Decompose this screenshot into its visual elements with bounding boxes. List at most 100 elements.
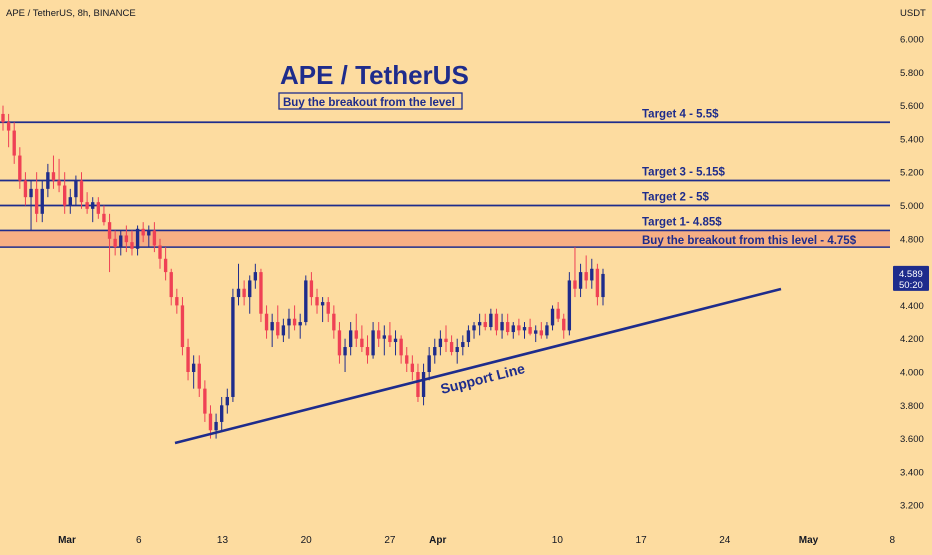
candle xyxy=(102,205,106,226)
candle xyxy=(332,305,336,339)
candle xyxy=(511,322,515,339)
candle xyxy=(399,335,403,364)
candle xyxy=(494,308,499,336)
candle-body xyxy=(113,238,117,248)
candle xyxy=(40,180,44,223)
candle xyxy=(505,313,510,336)
candle-body xyxy=(601,273,605,298)
candle xyxy=(135,225,140,256)
candle-body xyxy=(494,313,499,331)
subtitle-box xyxy=(278,92,463,110)
candle-body xyxy=(315,297,319,306)
candle-body xyxy=(348,330,353,348)
candle xyxy=(18,147,22,189)
candle-body xyxy=(427,355,431,372)
candle-body xyxy=(444,338,448,343)
candle xyxy=(315,288,319,314)
candle xyxy=(337,322,342,364)
candle-body xyxy=(214,421,218,431)
candle xyxy=(85,192,89,214)
candle xyxy=(500,313,504,339)
candle xyxy=(534,325,538,343)
candle-body xyxy=(163,258,168,273)
candle xyxy=(326,297,330,323)
chart-title: APE / TetherUS xyxy=(280,60,469,90)
candle-body xyxy=(236,288,241,298)
candle-body xyxy=(534,330,538,334)
candle-body xyxy=(489,313,493,328)
candle-body xyxy=(382,335,386,339)
candle xyxy=(169,268,173,306)
y-tick-label: 5.800 xyxy=(900,68,924,79)
candle-body xyxy=(461,342,465,348)
candle-body xyxy=(410,363,415,372)
candle xyxy=(197,355,201,397)
candle-body xyxy=(281,325,286,336)
candle-body xyxy=(477,322,482,326)
candle xyxy=(421,363,426,406)
candle xyxy=(320,297,325,323)
x-tick-label: 6 xyxy=(136,535,142,546)
candle xyxy=(6,113,11,148)
candle xyxy=(455,338,459,364)
candle xyxy=(550,305,555,331)
candle-body xyxy=(203,388,207,414)
candle xyxy=(298,313,302,339)
candle xyxy=(276,305,280,339)
target-1-label: Target 1- 4.85$ xyxy=(642,216,722,228)
candle xyxy=(214,413,218,439)
candle xyxy=(472,322,476,339)
candle xyxy=(477,313,482,336)
candle xyxy=(253,263,258,289)
candle-body xyxy=(68,197,72,206)
candle-body xyxy=(225,396,229,406)
candle-body xyxy=(433,347,437,356)
candle-body xyxy=(562,318,566,331)
candle xyxy=(304,275,308,326)
candle xyxy=(438,330,443,356)
currency-label: USDT xyxy=(900,8,926,19)
y-tick-label: 3.800 xyxy=(900,401,924,412)
y-tick-label: 4.000 xyxy=(900,368,924,379)
candle-body xyxy=(360,338,364,348)
candle xyxy=(483,313,487,331)
candle xyxy=(264,305,269,339)
candle xyxy=(410,355,415,381)
candle xyxy=(427,347,431,381)
candle-body xyxy=(522,327,527,331)
candle-body xyxy=(595,268,600,298)
candle xyxy=(489,308,493,331)
candle xyxy=(96,197,101,219)
candle-body xyxy=(242,288,246,298)
candle xyxy=(152,222,157,253)
candle-body xyxy=(74,180,78,198)
candle xyxy=(517,318,521,336)
candle-body xyxy=(102,213,106,223)
chart-header: APE / TetherUS, 8h, BINANCE xyxy=(6,8,136,19)
candle xyxy=(416,363,420,402)
candle xyxy=(225,388,229,414)
candle-body xyxy=(158,245,162,259)
candle-body xyxy=(371,330,375,356)
y-tick-label: 5.000 xyxy=(900,201,924,212)
candle-body xyxy=(107,222,112,239)
candle-body xyxy=(528,327,532,334)
candle-body xyxy=(208,413,213,431)
candle-body xyxy=(337,330,342,356)
candle xyxy=(147,225,151,248)
x-tick-label: 13 xyxy=(217,535,229,546)
candle-body xyxy=(388,335,392,343)
candle xyxy=(141,222,145,243)
candle-body xyxy=(405,355,409,364)
candle xyxy=(1,105,5,131)
candle-body xyxy=(304,280,308,323)
candle-body xyxy=(191,363,196,372)
candle-body xyxy=(152,230,157,246)
breakout-zone xyxy=(0,230,890,248)
candle-body xyxy=(29,188,33,198)
candle-body xyxy=(253,272,258,281)
y-tick-label: 4.200 xyxy=(900,334,924,345)
candle xyxy=(63,172,67,214)
